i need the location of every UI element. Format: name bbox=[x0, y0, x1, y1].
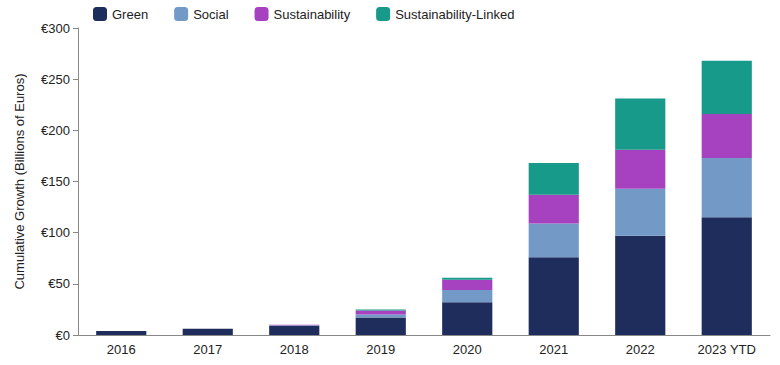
svg-text:Social: Social bbox=[193, 7, 229, 22]
svg-text:Sustainability: Sustainability bbox=[274, 7, 351, 22]
svg-text:€300: €300 bbox=[41, 21, 70, 36]
svg-text:€50: €50 bbox=[48, 276, 70, 291]
svg-text:Sustainability-Linked: Sustainability-Linked bbox=[395, 7, 514, 22]
svg-text:2023 YTD: 2023 YTD bbox=[698, 342, 756, 357]
svg-text:€100: €100 bbox=[41, 225, 70, 240]
svg-text:€250: €250 bbox=[41, 72, 70, 87]
svg-text:Cumulative Growth (Billions of: Cumulative Growth (Billions of Euros) bbox=[12, 73, 27, 289]
svg-text:2020: 2020 bbox=[453, 342, 482, 357]
svg-text:2021: 2021 bbox=[539, 342, 568, 357]
svg-text:2018: 2018 bbox=[280, 342, 309, 357]
svg-text:€150: €150 bbox=[41, 174, 70, 189]
svg-text:2017: 2017 bbox=[193, 342, 222, 357]
svg-text:€0: €0 bbox=[56, 328, 70, 343]
svg-text:Green: Green bbox=[112, 7, 148, 22]
svg-text:€200: €200 bbox=[41, 123, 70, 138]
svg-text:2019: 2019 bbox=[366, 342, 395, 357]
svg-text:2016: 2016 bbox=[107, 342, 136, 357]
svg-text:2022: 2022 bbox=[626, 342, 655, 357]
